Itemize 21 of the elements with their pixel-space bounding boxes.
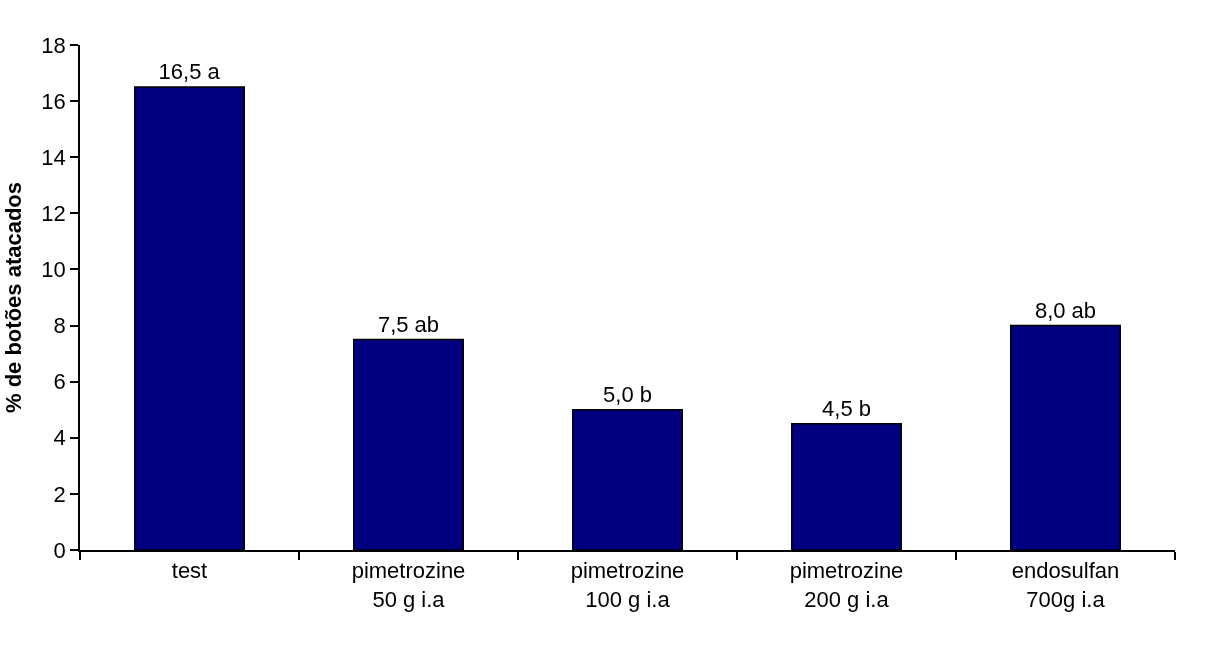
y-tick-label: 8 bbox=[53, 313, 66, 339]
y-tick-label: 0 bbox=[53, 537, 66, 563]
y-tick-label: 16 bbox=[41, 88, 66, 114]
data-label: 5,0 b bbox=[603, 381, 652, 407]
data-label: 7,5 ab bbox=[377, 311, 440, 337]
x-tick-label: endosulfan 700g i.a bbox=[1011, 558, 1120, 612]
y-tick-label: 14 bbox=[41, 144, 66, 170]
data-label: 4,5 b bbox=[822, 395, 871, 421]
x-tick-label: pimetrozine 200 g i.a bbox=[789, 558, 904, 612]
y-tick-label: 18 bbox=[41, 32, 66, 58]
data-label: 16,5 a bbox=[158, 59, 221, 85]
y-tick-label: 12 bbox=[41, 201, 66, 227]
y-axis-title: % de botões atacados bbox=[0, 181, 26, 414]
y-tick-label: 6 bbox=[53, 369, 66, 395]
y-tick-label: 4 bbox=[53, 425, 66, 451]
y-tick-label: 10 bbox=[41, 257, 66, 283]
x-tick-label: test bbox=[171, 558, 208, 584]
x-tick-label: pimetrozine 50 g i.a bbox=[351, 558, 466, 612]
data-label: 8,0 ab bbox=[1034, 297, 1097, 323]
x-tick-label: pimetrozine 100 g i.a bbox=[570, 558, 685, 612]
y-tick-label: 2 bbox=[53, 481, 66, 507]
